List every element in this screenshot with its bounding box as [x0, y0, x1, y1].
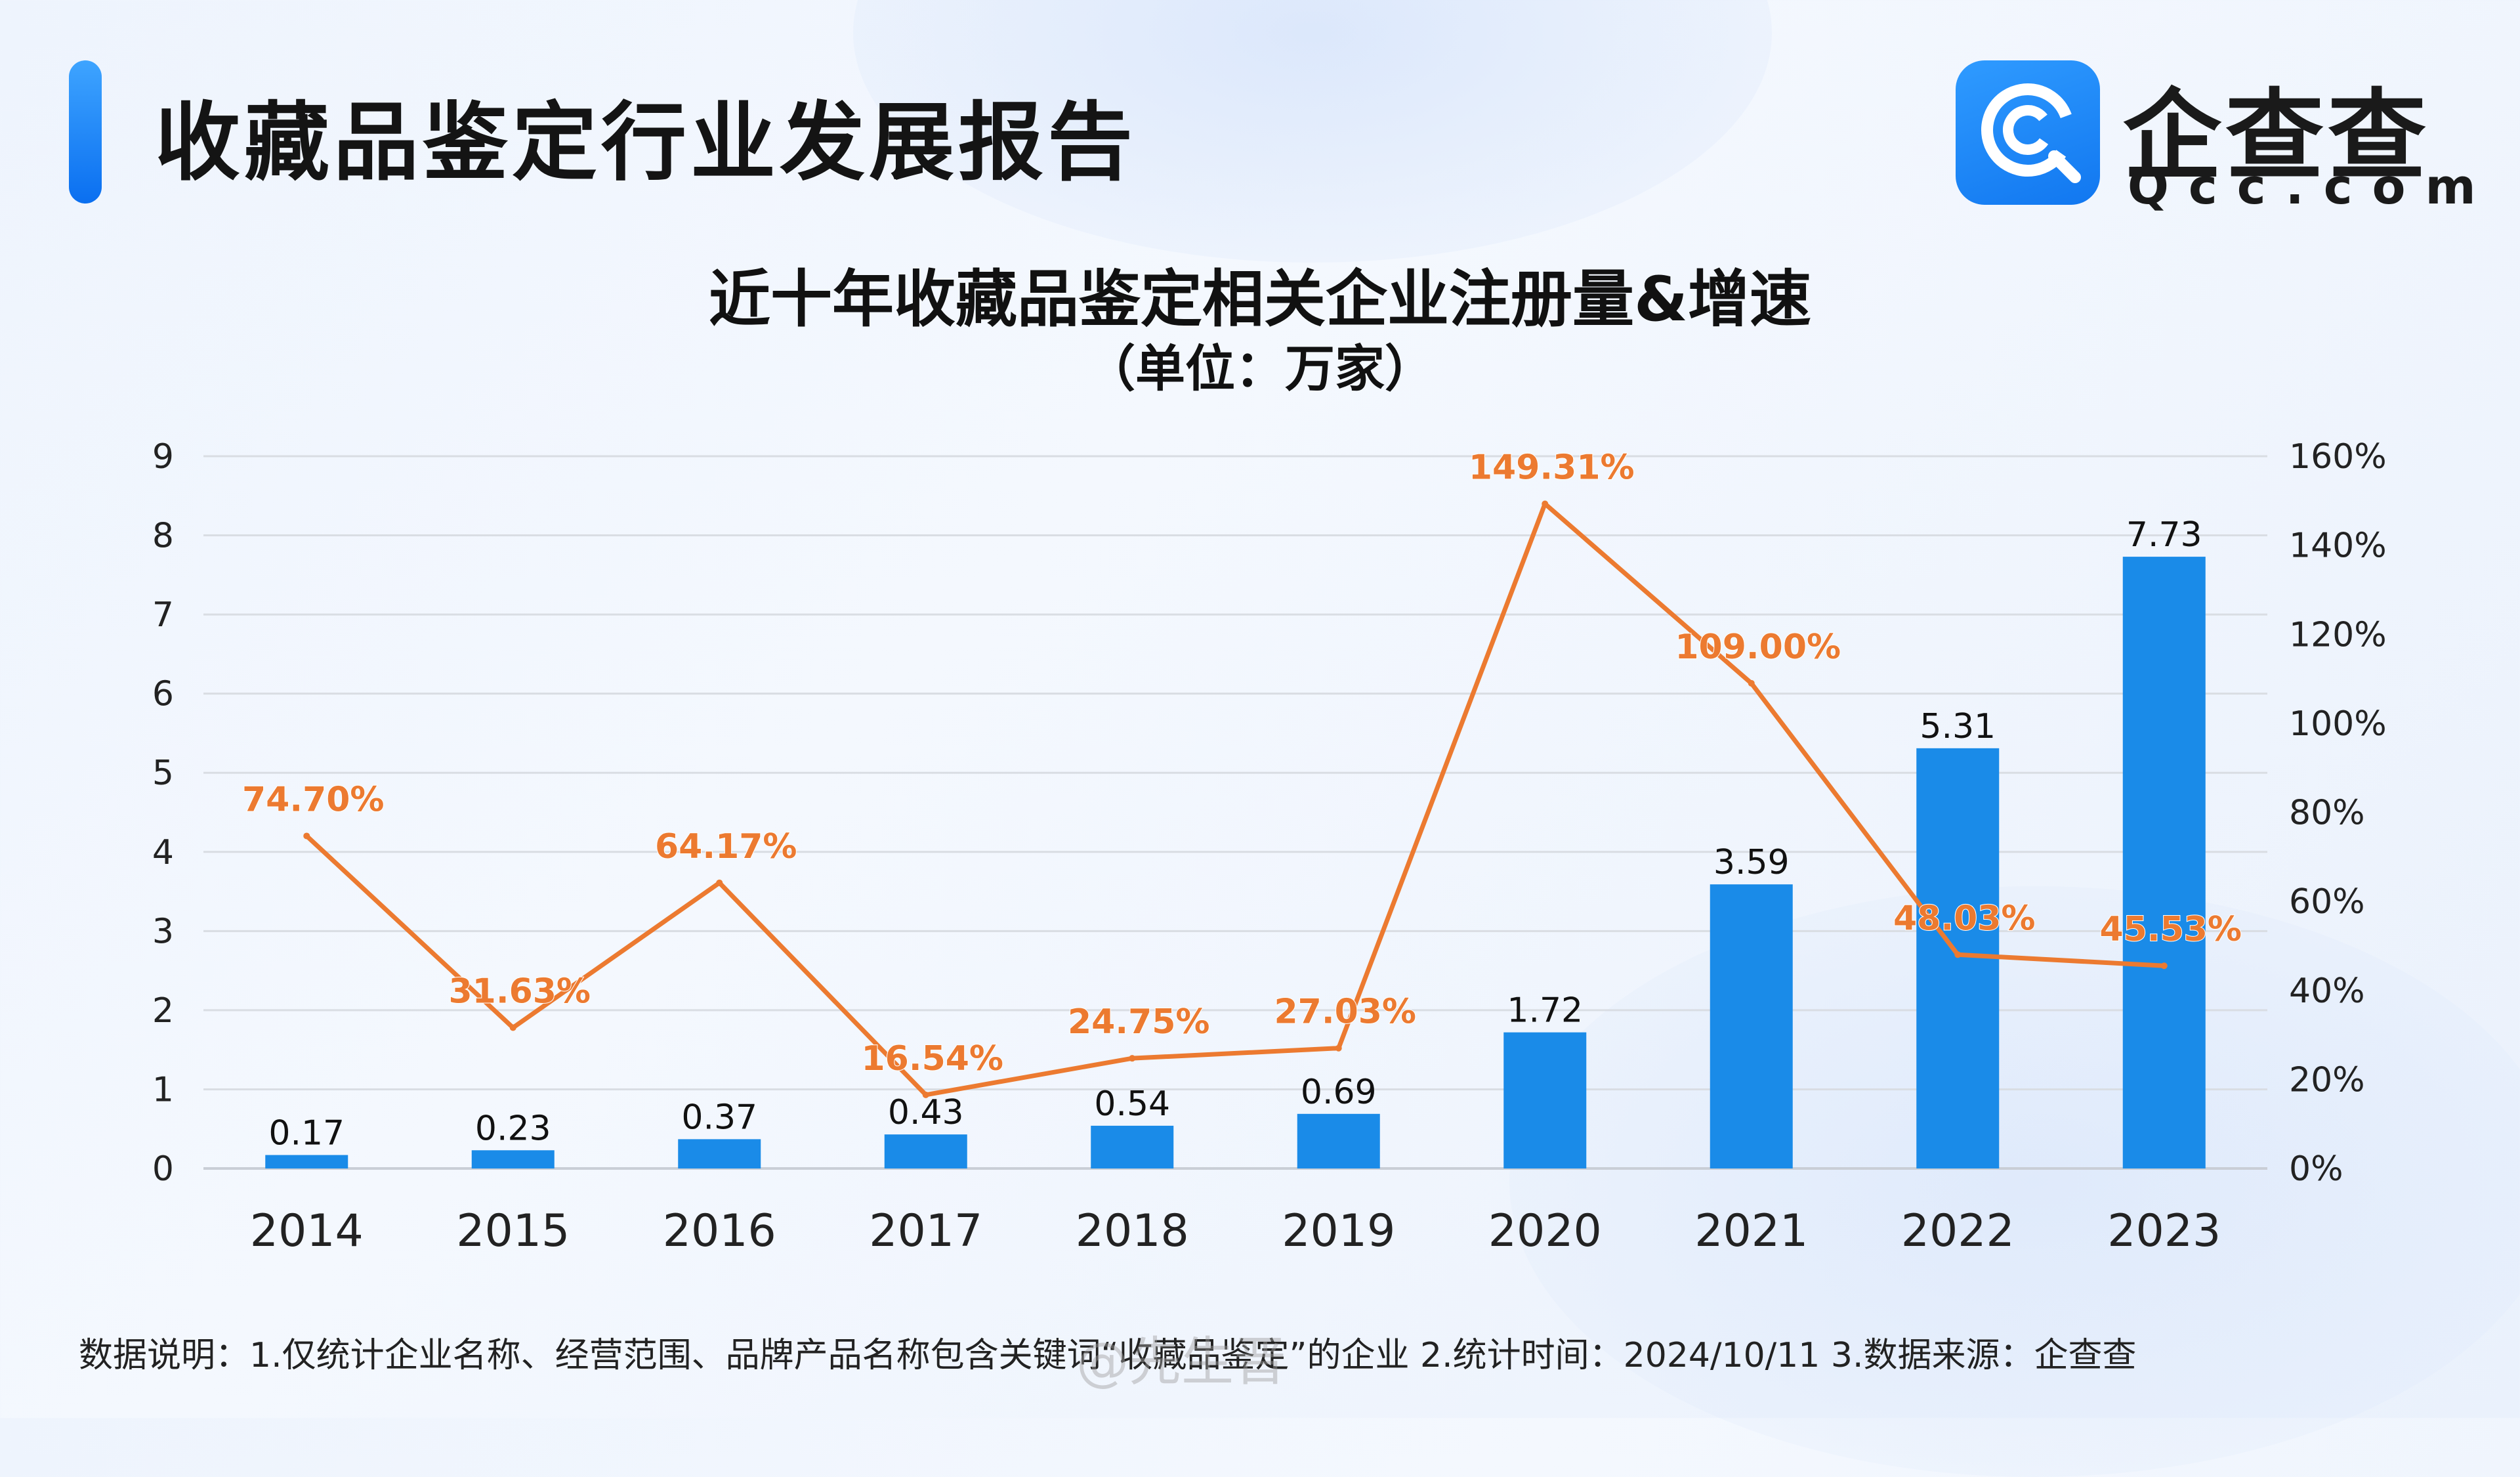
left-axis-tick-label: 2 — [152, 991, 174, 1031]
bar — [265, 1155, 348, 1168]
growth-point — [1129, 1055, 1136, 1062]
growth-point — [1335, 1044, 1342, 1052]
bar — [678, 1139, 761, 1168]
bar-data-label: 0.69 — [1301, 1073, 1377, 1112]
bar — [884, 1134, 967, 1168]
logo-name: 企查查 — [2123, 79, 2431, 194]
left-axis-tick-label: 1 — [152, 1070, 174, 1109]
title-accent-bar — [69, 60, 102, 203]
x-axis-tick-label: 2022 — [1901, 1205, 2015, 1257]
x-axis-tick-label: 2016 — [663, 1205, 776, 1257]
right-axis-tick-label: 20% — [2289, 1060, 2365, 1100]
right-axis-tick-label: 60% — [2289, 882, 2365, 922]
right-axis-tick-label: 160% — [2289, 437, 2387, 477]
growth-data-label: 149.31% — [1469, 448, 1635, 487]
bar — [471, 1150, 555, 1168]
bar-data-label: 0.37 — [681, 1098, 757, 1137]
x-axis-tick-label: 2020 — [1488, 1205, 1602, 1257]
right-axis-tick-label: 40% — [2289, 972, 2365, 1011]
left-axis-tick-label: 6 — [152, 675, 174, 714]
left-axis-tick-label: 7 — [152, 595, 174, 635]
x-axis-tick-label: 2021 — [1694, 1205, 1808, 1257]
bar-data-label: 0.43 — [888, 1093, 964, 1132]
qcc-logo: 企查查 Qcc.com — [1956, 60, 2507, 215]
growth-data-label: 64.17% — [655, 827, 797, 867]
bar-data-label: 3.59 — [1713, 843, 1790, 882]
bar — [1297, 1113, 1380, 1168]
bar-data-label: 5.31 — [1920, 707, 1996, 746]
left-axis-tick-label: 9 — [152, 437, 174, 477]
logo-domain: Qcc.com — [2128, 159, 2496, 215]
x-axis-tick-label: 2019 — [1282, 1205, 1395, 1257]
growth-data-label: 74.70% — [242, 780, 385, 819]
x-axis-tick-label: 2017 — [869, 1205, 982, 1257]
right-axis-tick-label: 80% — [2289, 794, 2365, 833]
bar-data-label: 1.72 — [1507, 991, 1583, 1031]
x-axis-tick-label: 2015 — [456, 1205, 570, 1257]
growth-point — [922, 1091, 929, 1098]
left-axis-tick-label: 8 — [152, 517, 174, 556]
right-axis-tick-label: 140% — [2289, 526, 2387, 566]
right-axis-tick-label: 120% — [2289, 615, 2387, 654]
bar — [1503, 1032, 1587, 1168]
watermark: @先生晋 — [1076, 1331, 1286, 1392]
growth-point — [1954, 951, 1962, 958]
combo-chart: 0 1 2 3 4 5 6 7 8 9 0% 20% 40% 60% 80% 100% 120% 140% 160%… — [152, 437, 2387, 1257]
growth-point — [509, 1024, 516, 1031]
growth-data-label: 24.75% — [1068, 1002, 1210, 1042]
x-axis-tick-label: 2023 — [2107, 1205, 2221, 1257]
footnote: 数据说明：1.仅统计企业名称、经营范围、品牌产品名称包含关键词“收藏品鉴定”的企… — [79, 1336, 2137, 1375]
left-axis-tick-label: 0 — [152, 1149, 174, 1189]
growth-data-label: 27.03% — [1274, 993, 1416, 1032]
bar-data-label: 0.17 — [268, 1114, 345, 1153]
growth-data-label: 109.00% — [1675, 628, 1841, 667]
x-axis-tick-label: 2018 — [1076, 1205, 1189, 1257]
background-glow — [1509, 886, 2520, 1477]
qcc-logo-icon — [1956, 60, 2100, 205]
bar-data-label: 0.54 — [1094, 1084, 1170, 1124]
bar — [1710, 884, 1793, 1168]
bar — [2122, 557, 2206, 1168]
growth-data-label: 48.03% — [1893, 899, 2036, 938]
chart-subtitle: （单位：万家） — [1085, 339, 1435, 398]
growth-point — [2160, 962, 2168, 970]
left-axis-tick-label: 3 — [152, 912, 174, 951]
chart-title: 近十年收藏品鉴定相关企业注册量&增速 — [709, 264, 1811, 335]
bar — [1091, 1125, 1174, 1168]
bar-data-label: 0.23 — [475, 1109, 551, 1148]
growth-point — [1748, 679, 1755, 687]
x-axis-tick-label: 2014 — [250, 1205, 364, 1257]
growth-data-label: 45.53% — [2099, 910, 2242, 949]
bar-data-label: 7.73 — [2126, 515, 2202, 555]
left-axis-tick-label: 4 — [152, 833, 174, 872]
right-axis-tick-label: 100% — [2289, 704, 2387, 744]
report-title: 收藏品鉴定行业发展报告 — [155, 93, 1137, 192]
growth-data-label: 31.63% — [448, 972, 591, 1012]
growth-point — [1542, 500, 1549, 507]
right-axis-tick-label: 0% — [2289, 1149, 2343, 1189]
growth-data-label: 16.54% — [861, 1039, 1003, 1079]
growth-point — [716, 879, 723, 886]
growth-line — [304, 501, 2167, 1098]
growth-point — [303, 832, 310, 840]
left-axis-tick-label: 5 — [152, 754, 174, 793]
